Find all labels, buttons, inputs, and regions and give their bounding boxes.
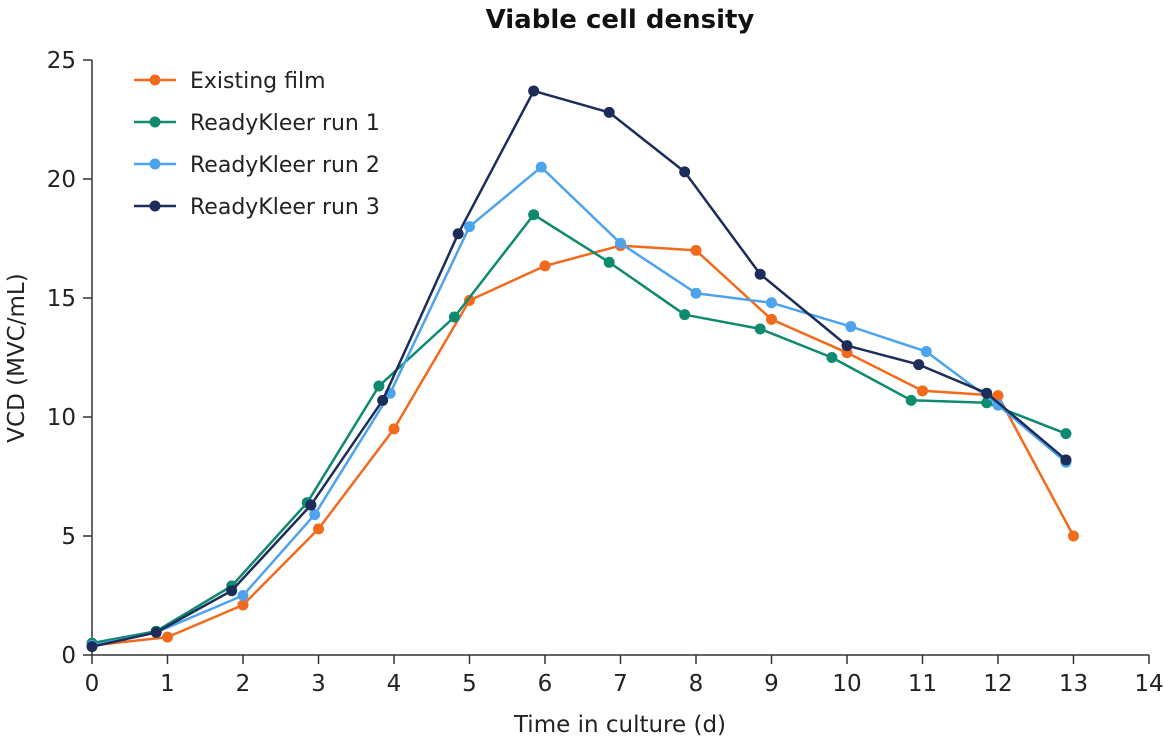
data-point — [603, 106, 615, 118]
data-point — [920, 346, 932, 358]
data-point — [992, 399, 1004, 411]
data-point — [162, 631, 173, 643]
data-point — [377, 394, 389, 406]
data-point — [754, 323, 766, 335]
x-tick-label: 11 — [908, 671, 937, 697]
x-tick-label: 5 — [462, 671, 477, 697]
y-ticks: 0 5 10 15 20 25 — [47, 48, 92, 669]
x-tick-label: 4 — [387, 671, 402, 697]
data-point — [237, 590, 249, 601]
data-point — [690, 244, 702, 256]
data-point — [679, 309, 691, 321]
y-tick-label: 0 — [61, 643, 76, 669]
legend-swatch-marker — [149, 158, 161, 170]
data-point — [690, 287, 702, 299]
legend-item: ReadyKleer run 2 — [134, 153, 380, 178]
data-point — [305, 499, 317, 511]
x-tick-label: 13 — [1059, 671, 1088, 697]
series-group — [86, 85, 1079, 653]
data-point — [86, 641, 98, 653]
x-tick-label: 0 — [85, 671, 100, 697]
x-tick-label: 8 — [689, 671, 704, 697]
x-tick-label: 2 — [236, 671, 251, 697]
x-ticks: 0 1 2 3 4 5 6 7 8 9 10 11 12 13 14 — [85, 655, 1164, 697]
data-point — [754, 268, 766, 280]
data-point — [766, 313, 777, 325]
data-point — [535, 161, 547, 173]
x-tick-label: 1 — [160, 671, 175, 697]
data-point — [845, 321, 857, 333]
legend-item: ReadyKleer run 3 — [134, 195, 380, 220]
series-line — [91, 213, 1067, 645]
legend-swatch-marker — [149, 74, 161, 86]
legend-label: ReadyKleer run 3 — [190, 195, 380, 220]
data-point — [313, 523, 324, 535]
data-point — [448, 311, 460, 323]
data-point — [528, 209, 540, 221]
x-axis-label: Time in culture (d) — [513, 712, 726, 738]
data-point — [464, 294, 475, 306]
data-point — [1068, 530, 1079, 542]
series-2 — [86, 161, 1072, 651]
data-point — [452, 228, 464, 240]
y-tick-label: 5 — [61, 524, 76, 550]
legend-label: ReadyKleer run 1 — [190, 111, 380, 136]
data-point — [309, 509, 321, 521]
x-tick-label: 14 — [1134, 671, 1163, 697]
y-axis-label: VCD (MVC/mL) — [4, 273, 30, 442]
y-tick-label: 15 — [47, 286, 76, 312]
x-tick-label: 12 — [983, 671, 1012, 697]
data-point — [388, 423, 400, 435]
data-point — [226, 585, 238, 597]
legend-label: ReadyKleer run 2 — [190, 153, 380, 178]
series-1 — [86, 209, 1072, 649]
x-tick-label: 10 — [832, 671, 861, 697]
x-tick-label: 6 — [538, 671, 553, 697]
data-point — [150, 626, 162, 638]
data-point — [528, 85, 540, 97]
data-point — [237, 599, 249, 611]
legend-label: Existing film — [190, 69, 326, 94]
data-point — [1060, 428, 1072, 440]
data-point — [981, 387, 993, 399]
chart-title: Viable cell density — [486, 5, 755, 35]
legend-swatch-marker — [149, 116, 161, 128]
data-point — [679, 166, 691, 178]
data-point — [1060, 454, 1072, 466]
series-3 — [86, 85, 1072, 653]
data-point — [539, 260, 551, 272]
y-tick-label: 25 — [47, 48, 76, 74]
data-point — [905, 394, 917, 406]
data-point — [992, 390, 1004, 402]
x-tick-label: 3 — [311, 671, 326, 697]
series-line — [91, 244, 1075, 647]
data-point — [603, 256, 615, 268]
series-line — [91, 165, 1067, 647]
data-point — [373, 380, 385, 392]
data-point — [766, 297, 777, 309]
data-point — [464, 221, 475, 233]
legend-item: Existing film — [134, 69, 326, 94]
data-point — [615, 237, 626, 249]
legend-swatch-marker — [149, 200, 161, 212]
data-point — [826, 352, 838, 363]
y-tick-label: 10 — [47, 405, 76, 431]
y-tick-label: 20 — [47, 167, 76, 193]
data-point — [917, 385, 928, 397]
x-tick-label: 9 — [764, 671, 779, 697]
legend: Existing film ReadyKleer run 1 ReadyKleer … — [134, 69, 380, 220]
data-point — [913, 359, 925, 371]
data-point — [841, 340, 853, 352]
legend-item: ReadyKleer run 1 — [134, 111, 380, 136]
series-line — [91, 89, 1067, 648]
x-tick-label: 7 — [613, 671, 628, 697]
